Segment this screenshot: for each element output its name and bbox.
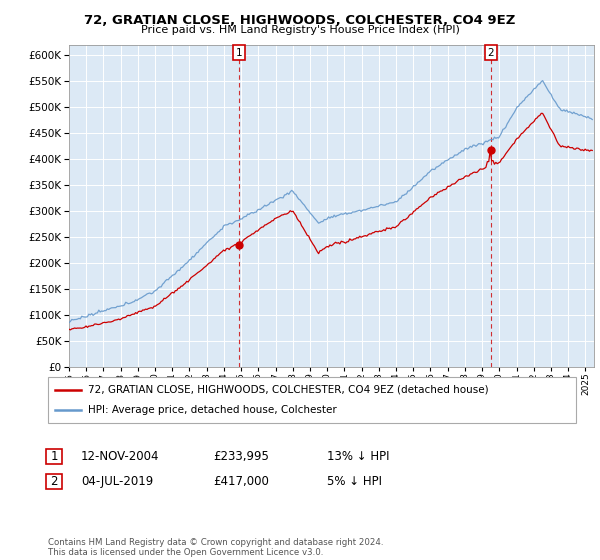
Text: 2: 2 [487, 48, 494, 58]
Text: 04-JUL-2019: 04-JUL-2019 [81, 475, 153, 488]
Text: 1: 1 [50, 450, 58, 463]
Text: 13% ↓ HPI: 13% ↓ HPI [327, 450, 389, 463]
Text: 12-NOV-2004: 12-NOV-2004 [81, 450, 160, 463]
Text: 2: 2 [50, 475, 58, 488]
Text: 72, GRATIAN CLOSE, HIGHWOODS, COLCHESTER, CO4 9EZ (detached house): 72, GRATIAN CLOSE, HIGHWOODS, COLCHESTER… [88, 385, 489, 395]
Text: 1: 1 [236, 48, 242, 58]
Text: 5% ↓ HPI: 5% ↓ HPI [327, 475, 382, 488]
Text: Price paid vs. HM Land Registry's House Price Index (HPI): Price paid vs. HM Land Registry's House … [140, 25, 460, 35]
Text: 72, GRATIAN CLOSE, HIGHWOODS, COLCHESTER, CO4 9EZ: 72, GRATIAN CLOSE, HIGHWOODS, COLCHESTER… [85, 14, 515, 27]
Text: Contains HM Land Registry data © Crown copyright and database right 2024.
This d: Contains HM Land Registry data © Crown c… [48, 538, 383, 557]
Text: £233,995: £233,995 [213, 450, 269, 463]
Text: HPI: Average price, detached house, Colchester: HPI: Average price, detached house, Colc… [88, 405, 337, 415]
Text: £417,000: £417,000 [213, 475, 269, 488]
